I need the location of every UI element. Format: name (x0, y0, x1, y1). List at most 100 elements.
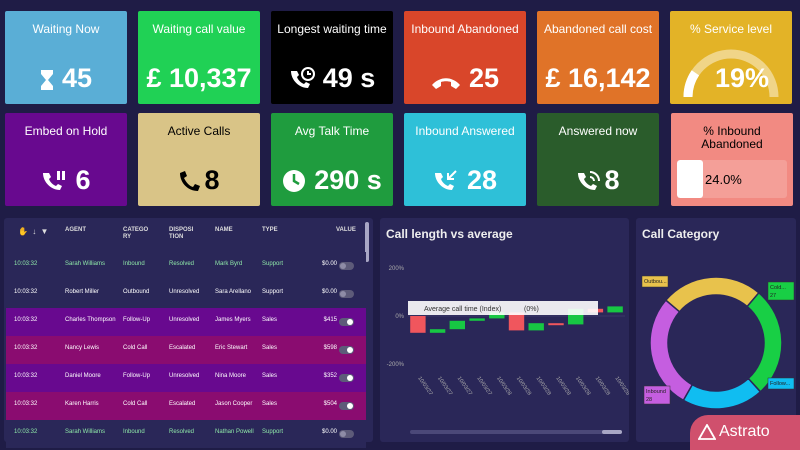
chart-title: Call Category (642, 227, 720, 241)
table-row[interactable]: 10:03:32 Sarah Williams Inbound Resolved Mar… (6, 252, 366, 280)
cell-name: Mark Byrd (215, 261, 243, 267)
cell-type: Support (262, 289, 284, 295)
progress-label: 24.0% (705, 172, 742, 187)
waterfall-bar[interactable] (508, 312, 525, 331)
kpi-tile-inbound-abandoned-pct[interactable]: % Inbound Abandoned 24.0% (671, 113, 793, 206)
cell-disposition: Escalated (169, 345, 196, 351)
kpi-value: 28 (466, 165, 498, 195)
y-tick-label: -200% (387, 362, 405, 368)
kpi-tile-longest-waiting-time[interactable]: Longest waiting time 49 s (271, 11, 393, 104)
kpi-value-row: £ 10,337 (138, 63, 260, 94)
cell-value: $0.00 (321, 289, 337, 295)
table-row[interactable]: 10:03:32 Daniel Moore Follow-Up Unresolved N… (6, 364, 366, 392)
waterfall-bar[interactable] (410, 316, 426, 333)
table-row[interactable]: 10:03:32 Robert Miller Outbound Unresolved S… (6, 280, 366, 308)
kpi-title: % Service level (689, 22, 773, 36)
waterfall-chart: 200%0%-200%10/03/27 10/03/27 10/03/27 10/03… (387, 266, 629, 397)
kpi-tile-embed-on-hold[interactable]: Embed on Hold 6 (5, 113, 127, 206)
waterfall-bar[interactable] (607, 306, 623, 313)
kpi-value: £ 16,142 (545, 63, 651, 93)
tooltip-box (408, 301, 598, 315)
cell-name: Jason Cooper (215, 401, 253, 407)
kpi-value-row: 8 (138, 165, 260, 196)
calls-table: ✋ ↓ ▼ AGENT CATEGO RY DISPOSI TION NAME … (6, 222, 366, 448)
filter-icon[interactable]: ▼ (40, 227, 49, 236)
row-toggle[interactable] (339, 374, 354, 382)
gauge-icon (683, 49, 779, 98)
col-header-agent[interactable]: AGENT (65, 227, 86, 233)
row-toggle[interactable] (339, 318, 354, 326)
table-row[interactable]: 10:03:32 Sarah Williams Inbound Resolved Nat… (6, 420, 366, 448)
kpi-tile-avg-talk-time[interactable]: Avg Talk Time 290 s (271, 113, 393, 206)
slice-label-box (643, 385, 671, 405)
table-row[interactable]: 10:03:32 Nancy Lewis Cold Call Escalated Eri… (6, 336, 366, 364)
cell-disposition: Unresolved (169, 289, 200, 295)
kpi-tile-active-calls[interactable]: Active Calls 8 (138, 113, 260, 206)
cell-value: $0.00 (321, 429, 337, 435)
col-header-disposition[interactable]: DISPOSI TION (169, 227, 194, 240)
hand-icon[interactable]: ✋ (18, 227, 28, 236)
donut-slice[interactable] (649, 299, 694, 402)
kpi-value: £ 10,337 (146, 63, 252, 93)
donut-slice[interactable] (664, 276, 760, 313)
x-tick-label: 10/03/28 (495, 376, 512, 397)
cell-value: $0.00 (321, 261, 337, 267)
tooltip-value: (0%) (524, 306, 539, 313)
kpi-value: 25 (468, 63, 500, 93)
cell-disposition: Unresolved (169, 373, 200, 379)
x-tick-label: 10/03/28 (554, 376, 571, 397)
waterfall-bar[interactable] (449, 320, 465, 330)
row-toggle[interactable] (339, 402, 354, 410)
col-header-value[interactable]: VALUE (336, 227, 356, 233)
slice-label-box (641, 275, 669, 288)
donut-slice[interactable] (746, 291, 783, 393)
astrato-logo-icon (698, 424, 716, 440)
kpi-title: Avg Talk Time (294, 124, 370, 138)
table-scrollbar[interactable] (365, 222, 369, 262)
waterfall-bar[interactable] (469, 318, 485, 321)
kpi-value: 6 (75, 165, 91, 195)
cell-disposition: Escalated (169, 401, 196, 407)
waterfall-bar[interactable] (548, 323, 564, 326)
slice-label: Follow... (770, 381, 791, 387)
row-toggle[interactable] (339, 346, 354, 354)
chart-scrollbar[interactable] (410, 430, 622, 434)
sort-down-icon[interactable]: ↓ (32, 227, 37, 236)
table-row[interactable]: 10:03:32 Charles Thompson Follow-Up Unresol… (6, 308, 366, 336)
hourglass-icon (40, 70, 53, 90)
kpi-value-row: 6 (5, 165, 127, 196)
row-toggle[interactable] (339, 262, 354, 270)
waterfall-bar[interactable] (489, 312, 505, 319)
waterfall-bar[interactable] (528, 323, 544, 331)
kpi-title: Answered now (558, 124, 638, 138)
kpi-tile-abandoned-call-cost[interactable]: Abandoned call cost £ 16,142 (537, 11, 659, 104)
kpi-value-row: 19% (692, 63, 792, 94)
donut-chart: Outbou... Cold... 27 Follow... Inbound 28 (641, 275, 795, 410)
kpi-tile-inbound-abandoned[interactable]: Inbound Abandoned 25 (404, 11, 526, 104)
kpi-tile-waiting-call-value[interactable]: Waiting call value £ 10,337 (138, 11, 260, 104)
col-header-name[interactable]: NAME (215, 227, 233, 233)
x-tick-label: 10/03/27 (456, 376, 473, 397)
slice-label-box (767, 377, 795, 390)
x-tick-label: 10/03/28 (535, 376, 552, 397)
table-header: ✋ ↓ ▼ AGENT CATEGO RY DISPOSI TION NAME … (6, 222, 366, 252)
cell-category: Cold Call (123, 345, 148, 351)
col-header-category[interactable]: CATEGO RY (123, 227, 149, 240)
table-row[interactable]: 10:03:32 Karen Harris Cold Call Escalated Ja… (6, 392, 366, 420)
progress-fill (677, 160, 704, 198)
kpi-tile-waiting-now[interactable]: Waiting Now 45 (5, 11, 127, 104)
cell-agent: Robert Miller (65, 289, 100, 295)
kpi-tile-inbound-answered[interactable]: Inbound Answered 28 (404, 113, 526, 206)
hang-up-icon (431, 78, 460, 89)
slice-value: 28 (646, 397, 652, 403)
col-header-type[interactable]: TYPE (262, 227, 278, 233)
donut-slice[interactable] (682, 377, 762, 410)
kpi-tile-answered-now[interactable]: Answered now 8 (537, 113, 659, 206)
x-tick-label: 10/03/27 (416, 376, 433, 397)
row-toggle[interactable] (339, 430, 354, 438)
kpi-tile-service-level[interactable]: % Service level 19% (670, 11, 792, 104)
phone-clock-icon (290, 67, 315, 88)
waterfall-bar[interactable] (429, 329, 446, 333)
row-toggle[interactable] (339, 290, 354, 298)
header-tools: ✋ ↓ ▼ (18, 227, 49, 236)
